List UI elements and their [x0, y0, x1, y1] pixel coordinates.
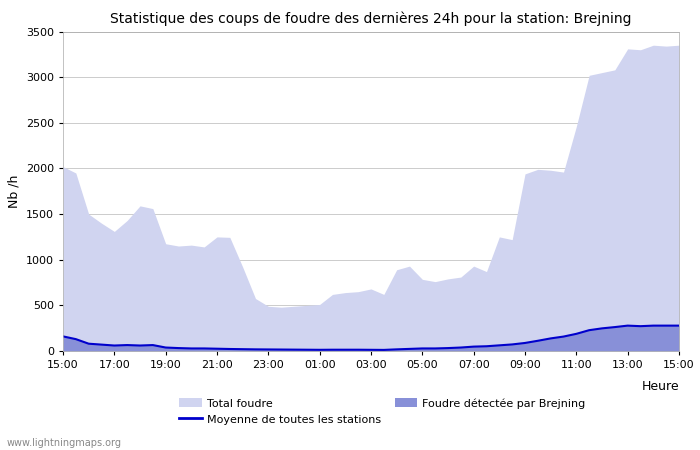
- Text: Heure: Heure: [641, 380, 679, 393]
- Y-axis label: Nb /h: Nb /h: [7, 175, 20, 208]
- Title: Statistique des coups de foudre des dernières 24h pour la station: Brejning: Statistique des coups de foudre des dern…: [111, 12, 631, 26]
- Text: www.lightningmaps.org: www.lightningmaps.org: [7, 438, 122, 448]
- Legend: Total foudre, Moyenne de toutes les stations, Foudre détectée par Brejning: Total foudre, Moyenne de toutes les stat…: [179, 398, 586, 425]
